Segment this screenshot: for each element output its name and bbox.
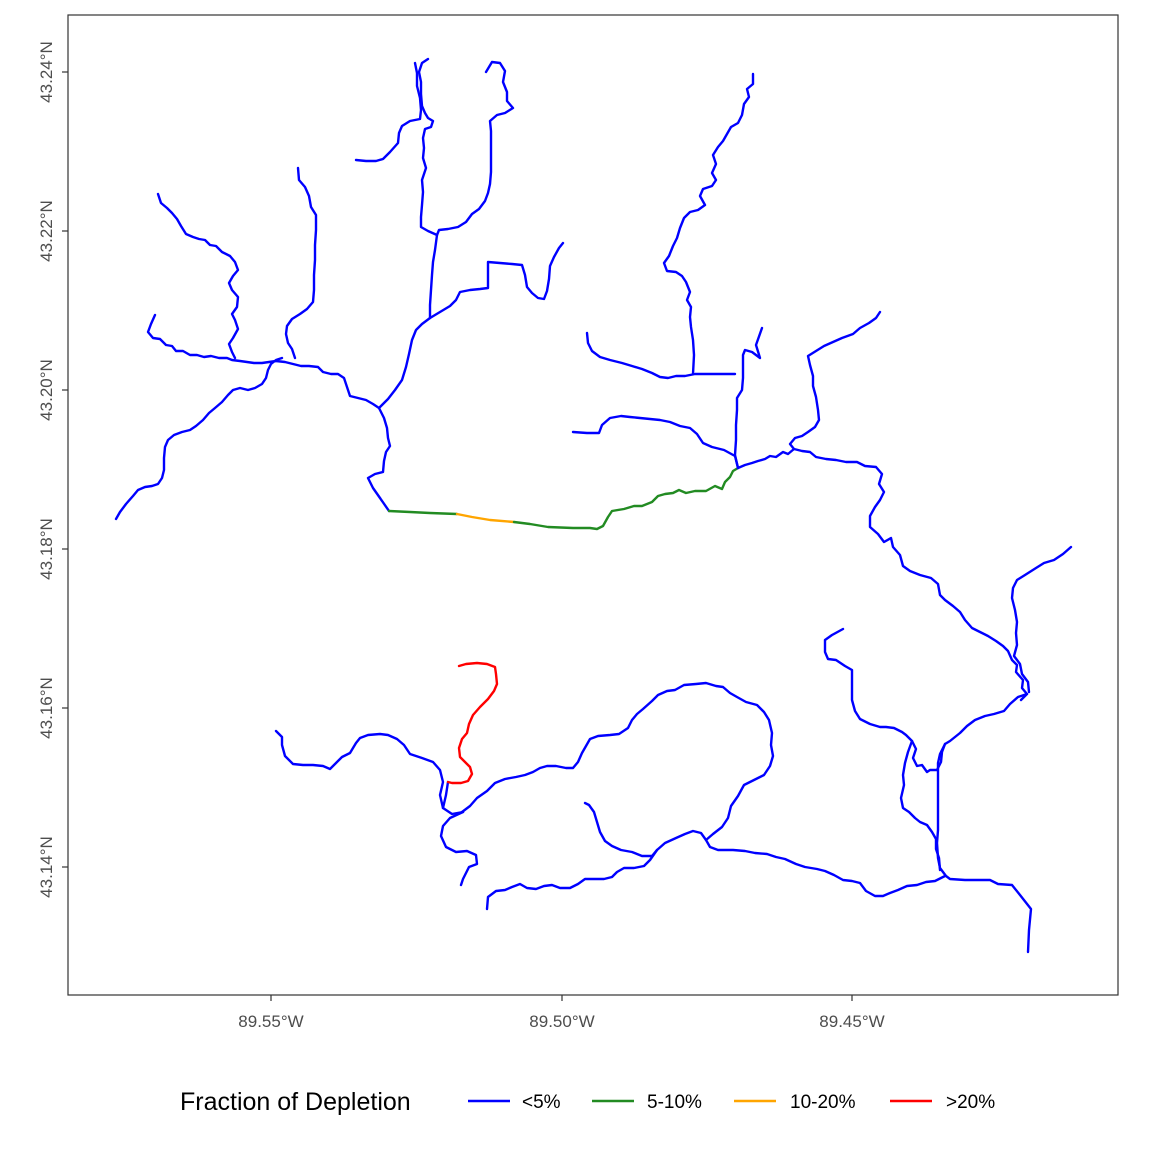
y-tick-label: 43.20°N [37,359,56,421]
stream-segment [662,72,755,376]
y-axis: 43.14°N 43.16°N 43.18°N 43.20°N 43.22°N … [37,41,68,898]
legend-label: 10-20% [790,1092,856,1113]
legend: Fraction of Depletion <5% 5-10% 10-20% >… [180,1088,995,1116]
x-tick-label: 89.55°W [238,1012,303,1031]
y-tick-label: 43.18°N [37,518,56,580]
stream-segment [899,739,942,872]
legend-item: <5% [468,1092,561,1113]
stream-segment [387,509,459,516]
stream-segment [428,241,565,320]
legend-item: >20% [890,1092,995,1113]
stream-segment [114,356,284,521]
stream-segment [146,313,278,365]
stream-segment [585,331,737,380]
stream-segment [460,681,775,842]
stream-segment [571,414,740,470]
stream-segment [583,801,947,898]
stream-segment [441,780,450,810]
stream-segment [736,310,882,470]
legend-item: 5-10% [592,1092,702,1113]
stream-segment [935,742,1033,954]
stream-segment [823,627,1029,774]
stream-segment [485,848,659,911]
y-tick-label: 43.14°N [37,836,56,898]
stream-segment [512,466,740,531]
y-tick-label: 43.24°N [37,41,56,103]
stream-segment [446,661,499,785]
stream-segment [439,810,479,887]
stream-segment [274,359,381,410]
stream-segment [428,60,515,320]
legend-label: >20% [946,1092,995,1113]
stream-segment [455,512,516,524]
legend-item: 10-20% [734,1092,856,1113]
y-tick-label: 43.16°N [37,677,56,739]
x-axis: 89.55°W 89.50°W 89.45°W [238,995,885,1031]
stream-segment [284,166,318,360]
stream-segment [354,61,423,163]
stream-segment [274,729,465,816]
stream-segment [417,57,439,237]
stream-segment [792,447,1029,702]
legend-title: Fraction of Depletion [180,1088,411,1116]
stream-network [114,57,1073,954]
legend-label: <5% [522,1092,561,1113]
stream-segment [1010,545,1073,694]
x-tick-label: 89.45°W [819,1012,884,1031]
legend-label: 5-10% [647,1092,702,1113]
x-tick-label: 89.50°W [529,1012,594,1031]
stream-segment [366,406,392,513]
stream-segment [377,316,432,410]
stream-segment [156,192,240,360]
y-tick-label: 43.22°N [37,200,56,262]
panel-border [67,14,1119,996]
stream-segment [733,326,764,470]
